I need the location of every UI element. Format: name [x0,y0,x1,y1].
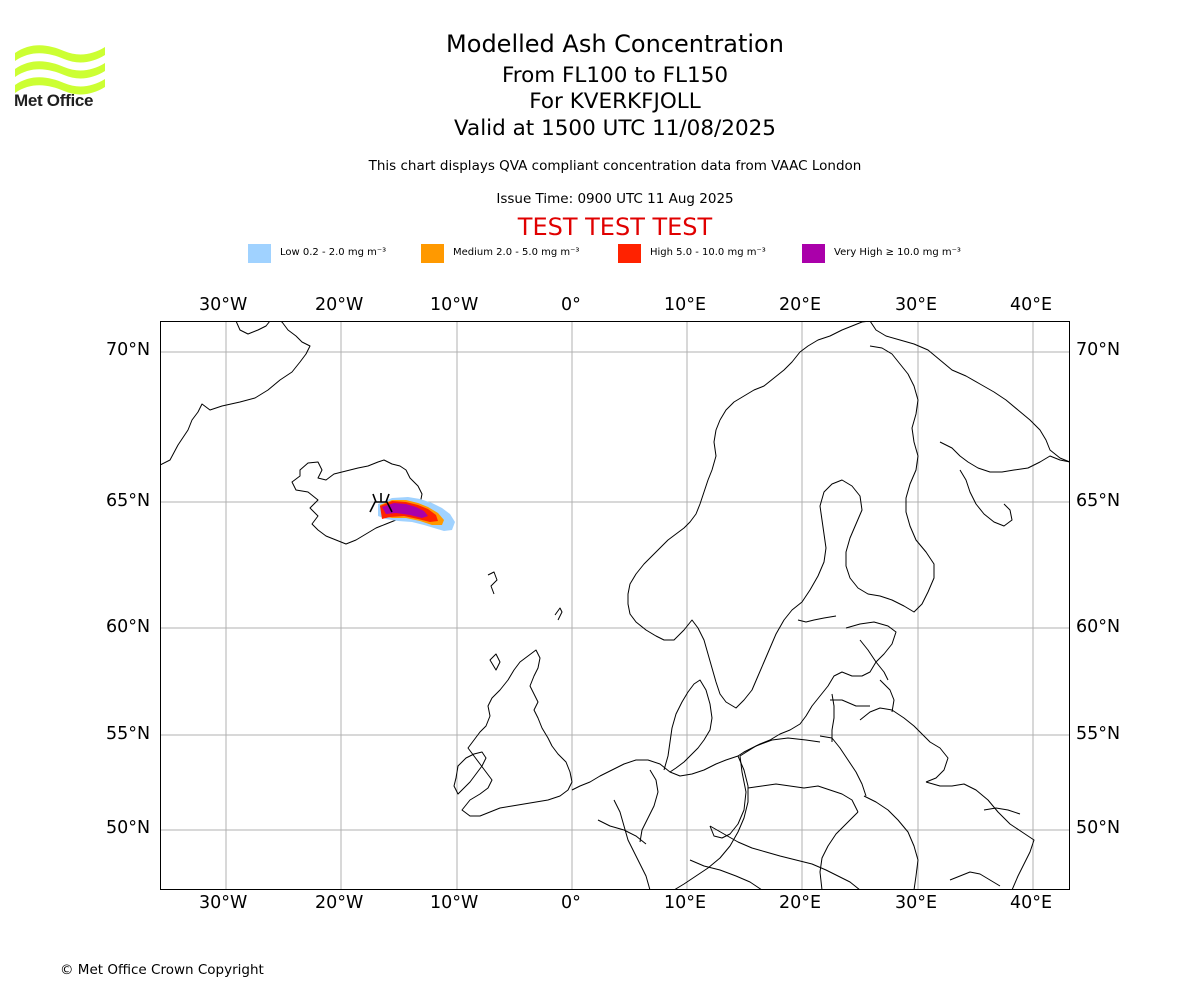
lat-tick-left: 65°N [106,491,151,511]
coastlines [160,321,1070,890]
lat-tick-left: 55°N [106,724,151,744]
lon-tick-bottom: 0° [561,893,581,913]
lon-tick-top: 20°W [315,295,364,315]
lat-tick-right: 70°N [1076,340,1121,360]
lat-tick-left: 60°N [106,617,151,637]
lat-tick-left: 50°N [106,818,151,838]
lat-tick-right: 65°N [1076,491,1121,511]
lon-tick-bottom: 20°W [315,893,364,913]
lon-tick-bottom: 10°E [664,893,707,913]
ash-plume [378,497,455,531]
volcano-name: For KVERKFJOLL [529,89,701,114]
lon-tick-bottom: 30°W [199,893,248,913]
lon-tick-bottom: 40°E [1010,893,1053,913]
legend-swatch-low [248,244,271,263]
legend-label-high: High 5.0 - 10.0 mg m⁻³ [650,247,766,258]
test-banner: TEST TEST TEST [517,213,713,241]
volcano-icon [369,493,393,513]
flight-level-range: From FL100 to FL150 [501,63,729,88]
lon-tick-top: 10°W [430,295,479,315]
chart-title: Modelled Ash Concentration [446,30,784,58]
graticule [160,321,1070,890]
lon-tick-top: 0° [561,295,581,315]
lon-tick-top: 30°E [895,295,938,315]
lon-tick-top: 20°E [779,295,822,315]
lat-tick-right: 60°N [1076,617,1121,637]
issue-time: Issue Time: 0900 UTC 11 Aug 2025 [496,191,734,207]
legend-label-low: Low 0.2 - 2.0 mg m⁻³ [280,247,387,258]
lon-tick-bottom: 20°E [779,893,822,913]
lat-tick-left: 70°N [106,340,151,360]
lon-tick-bottom: 10°W [430,893,479,913]
copyright: © Met Office Crown Copyright [60,962,264,978]
ash-concentration-map [160,321,1070,890]
valid-time: Valid at 1500 UTC 11/08/2025 [453,116,776,141]
info-text: This chart displays QVA compliant concen… [368,158,862,174]
lat-tick-right: 50°N [1076,818,1121,838]
legend-swatch-medium [421,244,444,263]
legend-swatch-very-high [802,244,825,263]
ash-area-very-high [382,503,428,518]
lon-tick-top: 10°E [664,295,707,315]
legend-swatch-high [618,244,641,263]
met-office-logo [15,45,105,95]
lon-tick-top: 40°E [1010,295,1053,315]
lat-tick-right: 55°N [1076,724,1121,744]
logo-text: Met Office [14,91,94,110]
lon-tick-bottom: 30°E [895,893,938,913]
lon-tick-top: 30°W [199,295,248,315]
legend-label-medium: Medium 2.0 - 5.0 mg m⁻³ [453,247,580,258]
legend-label-very-high: Very High ≥ 10.0 mg m⁻³ [834,247,961,258]
